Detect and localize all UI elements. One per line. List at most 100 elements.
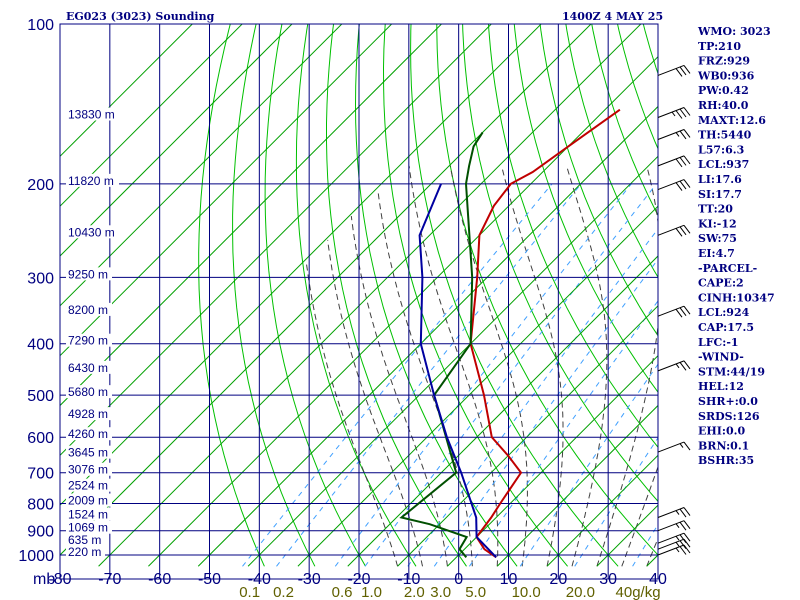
profile-lines: [399, 108, 621, 559]
mixing-ratio-line: [242, 183, 553, 567]
height-label: 7290 m: [68, 334, 108, 348]
wind-barb-flag: [679, 540, 687, 549]
mixing-ratio-label: 0.2: [273, 584, 294, 600]
height-label-bg: [66, 445, 112, 459]
height-label-bg: [66, 493, 112, 507]
mixing-ratio-line: [276, 183, 582, 567]
isotherm: [496, 404, 658, 567]
index-line: WB0:936: [697, 69, 755, 82]
wind-barb-staff: [657, 305, 685, 317]
parcel-line: [418, 183, 497, 558]
wind-barb: [657, 107, 691, 119]
index-line: SI:17.7: [698, 188, 742, 201]
index-line: BSHR:35: [698, 454, 754, 467]
wind-barb: [657, 64, 691, 77]
wind-barb-flag: [675, 510, 680, 515]
dry-adiabat: [617, 24, 658, 150]
height-label-bg: [66, 360, 112, 374]
wind-barb-staff: [657, 520, 685, 532]
index-line: PW:0.42: [698, 84, 749, 97]
wind-barb: [657, 441, 691, 453]
height-label: 10430 m: [68, 225, 115, 239]
wind-barb-flag: [683, 155, 691, 165]
temperature-tick-label: -50: [198, 571, 221, 588]
dry-adiabat: [410, 24, 619, 567]
wind-barb-flag: [675, 182, 683, 191]
temperature-tick-label: -30: [298, 571, 321, 588]
dry-adiabat: [295, 24, 417, 567]
mixing-ratio-label: 40g/kg: [616, 584, 661, 600]
wind-barb-flag: [679, 521, 687, 531]
wind-barb-staff: [657, 532, 685, 544]
pressure-tick-label: 800: [27, 497, 54, 514]
wind-barb-flag: [683, 544, 691, 554]
index-line: HEL:12: [698, 380, 744, 393]
mixing-ratio-labels: 0.1 0.2 0.6 1.0 2.0 3.0 5.0 10.0 20.0 40g/kg: [239, 584, 660, 600]
wind-barb-flag: [683, 107, 691, 116]
dry-adiabat: [198, 24, 265, 567]
temperature-tick-label: 20: [549, 571, 567, 588]
dry-adiabat: [539, 24, 658, 337]
moist-adiabat: [449, 165, 528, 567]
wind-barb-flag: [675, 132, 680, 137]
temperature-tick-label: 10: [500, 571, 518, 588]
temperature-tick-label: -70: [98, 571, 121, 588]
wind-barb-flag: [679, 226, 687, 236]
height-label-bg: [66, 462, 112, 476]
height-label-bg: [66, 107, 119, 121]
index-line: LCL:924: [698, 306, 750, 319]
index-line: TH:5440: [698, 129, 752, 142]
wind-barb-flag: [679, 66, 687, 76]
wind-barb-flag: [675, 110, 683, 119]
isotherm: [148, 55, 658, 567]
pressure-tick-label: 900: [27, 524, 54, 541]
wind-barb-flag: [675, 541, 680, 547]
height-label-bg: [66, 302, 112, 316]
height-label-bg: [66, 385, 112, 399]
mixing-ratio-label: 20.0: [566, 584, 595, 600]
wind-barb-flag: [675, 158, 683, 168]
wind-barb-flag: [675, 228, 683, 237]
index-line: -PARCEL-: [698, 262, 757, 275]
wind-barb-staff: [657, 129, 685, 140]
wind-barb-flag: [679, 508, 687, 518]
index-line: TP:210: [698, 40, 741, 53]
wind-barb-flag: [675, 363, 680, 369]
height-label: 3076 m: [68, 463, 108, 477]
height-label: 9250 m: [68, 267, 108, 281]
mixing-ratio-label: 0.6: [332, 584, 353, 600]
height-label: 3645 m: [68, 446, 108, 460]
index-line: FRZ:929: [698, 55, 750, 68]
wind-barb-staff: [657, 507, 685, 518]
index-line: CINH:10347: [698, 291, 775, 304]
wind-barb-staff: [657, 155, 685, 167]
mixing-ratio-label: 1.0: [361, 584, 382, 600]
wind-barb-flag: [679, 534, 687, 543]
index-line: EI:4.7: [698, 247, 735, 260]
dry-adiabat: [232, 24, 316, 567]
wind-barb-flag: [683, 520, 691, 530]
index-line: SRDS:126: [698, 410, 760, 423]
dry-adiabat: [513, 24, 658, 393]
pressure-tick-label: 100: [27, 17, 54, 34]
height-label: 2524 m: [68, 479, 108, 493]
temperature-tick-label: -20: [347, 571, 370, 588]
mixing-ratio-line: [364, 183, 657, 567]
dry-adiabat: [591, 24, 658, 217]
height-label: 11820 m: [68, 174, 114, 188]
height-label: 6430 m: [68, 361, 108, 375]
mixing-ratio-label: 0.1: [239, 584, 260, 600]
index-line: WMO: 3023: [697, 25, 771, 38]
isotherm: [60, 24, 243, 207]
height-label: 13830 m: [68, 108, 115, 122]
pressure-tick-label: 700: [27, 466, 54, 483]
wind-barb-staff: [657, 544, 685, 556]
wind-barb-flag: [683, 507, 691, 516]
dry-adiabat: [742, 12, 800, 566]
dry-adiabat: [326, 24, 467, 567]
wind-barb-flag: [683, 532, 691, 542]
wind-barb: [657, 532, 691, 544]
wind-barb-flag: [683, 179, 691, 188]
